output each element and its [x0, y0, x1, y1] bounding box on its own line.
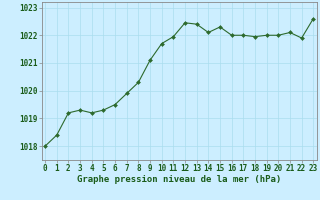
X-axis label: Graphe pression niveau de la mer (hPa): Graphe pression niveau de la mer (hPa): [77, 175, 281, 184]
